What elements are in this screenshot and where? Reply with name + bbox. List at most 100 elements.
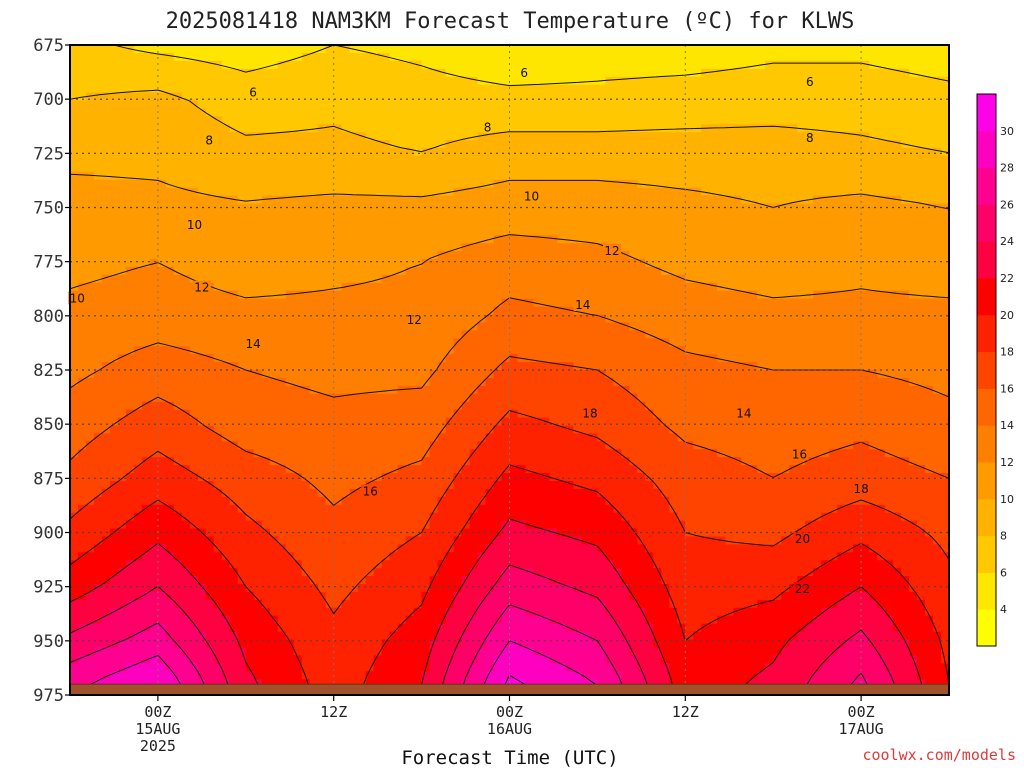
temperature-cell: [293, 148, 303, 157]
temperature-cell: [885, 155, 894, 165]
temperature-cell: [301, 274, 311, 284]
temperature-cell: [917, 148, 926, 157]
temperature-cell: [253, 274, 263, 284]
temperature-cell: [317, 243, 327, 252]
temperature-cell: [349, 362, 359, 371]
temperature-cell: [693, 266, 702, 276]
temperature-cell: [293, 266, 303, 276]
temperature-cell: [789, 227, 798, 236]
temperature-cell: [197, 401, 207, 411]
temperature-cell: [493, 354, 503, 363]
temperature-cell: [501, 52, 511, 62]
temperature-cell: [677, 243, 686, 252]
temperature-cell: [493, 314, 503, 324]
temperature-cell: [925, 346, 934, 355]
temperature-cell: [885, 314, 894, 324]
temperature-cell: [269, 219, 279, 228]
temperature-cell: [757, 274, 766, 284]
temperature-cell: [685, 100, 694, 110]
temperature-cell: [309, 393, 319, 403]
temperature-cell: [309, 60, 319, 70]
temperature-cell: [277, 346, 287, 355]
temperature-cell: [701, 92, 710, 102]
temperature-cell: [125, 370, 135, 379]
temperature-cell: [149, 282, 159, 292]
temperature-cell: [613, 385, 622, 395]
temperature-cell: [517, 52, 527, 62]
temperature-cell: [269, 195, 279, 205]
temperature-cell: [341, 148, 351, 157]
temperature-cell: [165, 385, 175, 395]
temperature-cell: [733, 84, 742, 94]
temperature-cell: [261, 171, 271, 181]
temperature-cell: [341, 124, 351, 133]
temperature-cell: [453, 266, 463, 276]
temperature-cell: [101, 108, 111, 117]
temperature-cell: [189, 322, 199, 331]
temperature-cell: [109, 354, 119, 363]
temperature-cell: [757, 179, 766, 189]
temperature-cell: [805, 155, 814, 165]
temperature-cell: [349, 370, 359, 379]
temperature-cell: [469, 60, 479, 70]
temperature-cell: [725, 330, 734, 339]
temperature-cell: [229, 282, 239, 292]
temperature-cell: [205, 338, 215, 347]
temperature-cell: [357, 195, 367, 205]
temperature-cell: [317, 108, 327, 117]
temperature-cell: [581, 187, 591, 197]
temperature-cell: [149, 290, 159, 300]
temperature-cell: [829, 346, 838, 355]
temperature-cell: [637, 243, 646, 252]
temperature-cell: [757, 219, 766, 228]
temperature-cell: [845, 282, 854, 292]
temperature-cell: [197, 124, 207, 133]
temperature-cell: [165, 116, 175, 125]
temperature-cell: [725, 274, 734, 284]
temperature-cell: [725, 370, 734, 379]
temperature-cell: [909, 385, 918, 395]
temperature-cell: [621, 290, 630, 300]
temperature-cell: [293, 243, 303, 252]
temperature-cell: [821, 76, 830, 86]
temperature-cell: [701, 179, 710, 189]
temperature-cell: [717, 362, 726, 371]
temperature-cell: [109, 203, 119, 213]
temperature-cell: [853, 187, 862, 197]
temperature-cell: [621, 155, 630, 165]
temperature-cell: [485, 290, 495, 300]
temperature-cell: [477, 385, 487, 395]
temperature-cell: [157, 45, 167, 54]
temperature-cell: [653, 100, 662, 110]
temperature-cell: [149, 338, 159, 347]
temperature-cell: [213, 84, 223, 94]
temperature-cell: [125, 401, 135, 411]
temperature-cell: [93, 259, 103, 268]
temperature-cell: [229, 251, 239, 260]
temperature-cell: [509, 140, 519, 149]
temperature-cell: [453, 330, 463, 339]
temperature-cell: [277, 274, 287, 284]
temperature-cell: [317, 211, 327, 220]
temperature-cell: [293, 187, 303, 197]
temperature-cell: [837, 370, 846, 379]
temperature-cell: [813, 266, 822, 276]
temperature-cell: [645, 370, 654, 379]
temperature-cell: [501, 259, 511, 268]
temperature-cell: [933, 362, 942, 371]
temperature-cell: [869, 235, 878, 244]
temperature-cell: [805, 148, 814, 157]
temperature-cell: [70, 203, 79, 213]
temperature-cell: [349, 219, 359, 228]
temperature-cell: [237, 187, 247, 197]
temperature-cell: [117, 401, 127, 411]
temperature-cell: [653, 45, 662, 54]
temperature-cell: [837, 116, 846, 125]
temperature-cell: [781, 259, 790, 268]
temperature-cell: [613, 346, 622, 355]
temperature-cell: [645, 385, 654, 395]
temperature-cell: [813, 322, 822, 331]
temperature-cell: [909, 100, 918, 110]
temperature-cell: [157, 68, 167, 78]
temperature-cell: [789, 266, 798, 276]
